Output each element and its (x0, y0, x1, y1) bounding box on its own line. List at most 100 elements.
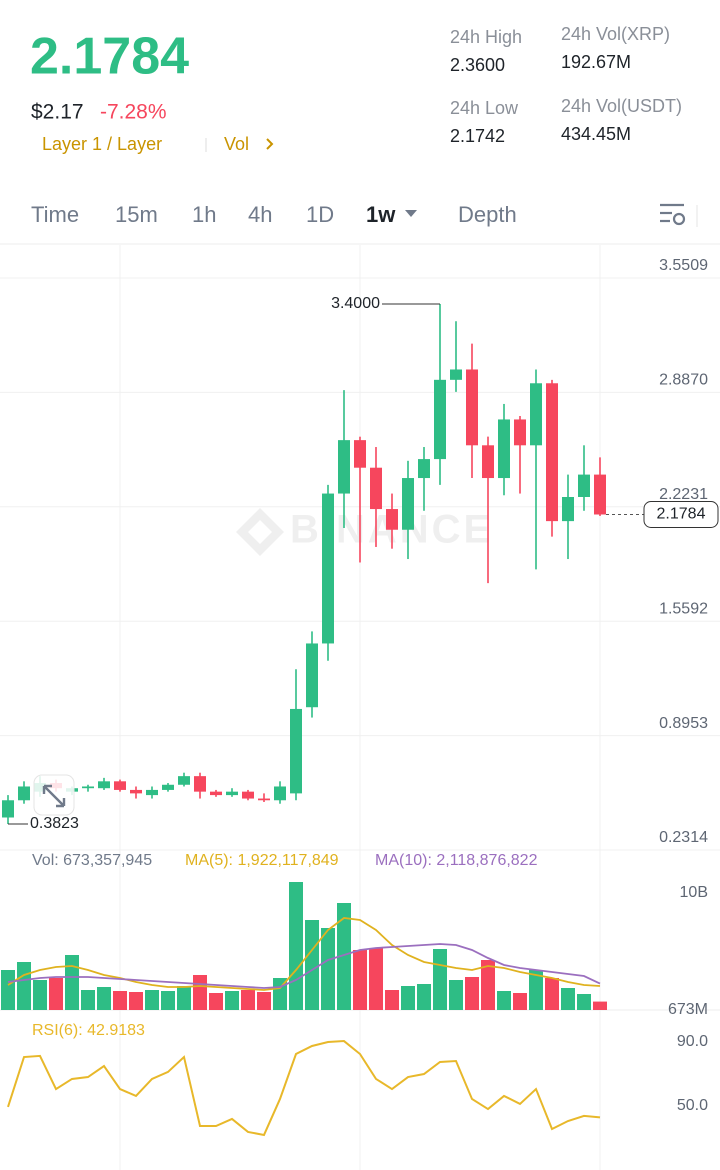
volume-bar (145, 990, 159, 1010)
y-tick-label: 3.5509 (659, 257, 708, 274)
candle-body (194, 776, 206, 792)
volume-bar (257, 992, 271, 1010)
volume-bar (465, 977, 479, 1010)
volume-bar (577, 994, 591, 1010)
candle-body (322, 493, 334, 644)
volume-bar (209, 993, 223, 1010)
volume-bar (113, 991, 127, 1010)
volume-bar (321, 928, 335, 1010)
volume-bar (353, 950, 367, 1010)
volume-bar (433, 949, 447, 1010)
candle-body (514, 419, 526, 446)
volume-bar (225, 991, 239, 1010)
volume-bar (289, 882, 303, 1010)
chevron-icon (266, 138, 274, 150)
candle-body (370, 467, 382, 510)
stat-label: 24h High (450, 27, 522, 47)
expand-icon[interactable] (33, 774, 75, 816)
candle-body (290, 708, 302, 794)
legend-entry: MA(5): 1,922,117,849 (185, 852, 339, 869)
volume-bar (33, 980, 47, 1010)
volume-bar (17, 962, 31, 1010)
legend-entry: Vol: 673,357,945 (32, 852, 152, 869)
stat-value: 2.1742 (450, 126, 505, 146)
tabs: Time 15m 1h 4h 1D 1w Depth (31, 202, 517, 227)
candle-body (242, 791, 254, 799)
candle-body (130, 789, 142, 794)
candle-body (418, 459, 430, 479)
candle-body (354, 440, 366, 468)
y-tick-label: 2.8870 (659, 372, 708, 389)
candle-body (562, 496, 574, 522)
y-tick-label: 50.0 (677, 1097, 708, 1114)
volume-bar (177, 986, 191, 1010)
tab[interactable]: 1h (192, 202, 216, 227)
candle-body (466, 369, 478, 446)
stat-label: 24h Low (450, 98, 519, 118)
volume-bar (593, 1001, 607, 1010)
stat-label: 24h Vol(USDT) (561, 96, 682, 116)
candle-body (178, 776, 190, 785)
y-tick-label: 0.8953 (659, 715, 708, 732)
tab[interactable]: 15m (115, 202, 158, 227)
last-price-label: 2.1784 (657, 506, 706, 523)
stat-value: 192.67M (561, 52, 631, 72)
candle-body (386, 509, 398, 530)
y-tick-label: 90.0 (677, 1033, 708, 1050)
candle-body (578, 474, 590, 497)
settings-icon[interactable] (660, 203, 686, 226)
candle-body (258, 798, 270, 801)
volume-bar (369, 948, 383, 1010)
candle-body (546, 383, 558, 522)
volume-bar (241, 990, 255, 1010)
y-tick-label: 2.2231 (659, 486, 708, 503)
volume-bar (81, 990, 95, 1010)
plot: 0.2314 0.8953 1.5592 2.2231 2.8870 3.5509 3.40… (0, 257, 720, 1137)
volume-bar (481, 960, 495, 1010)
y-tick-label: 1.5592 (659, 600, 708, 617)
candle-body (434, 379, 446, 460)
ma-line (7, 917, 601, 991)
volume-bar (449, 980, 463, 1010)
candle-body (114, 781, 126, 790)
volume-bar (49, 978, 63, 1010)
tab[interactable]: 1D (306, 202, 334, 227)
stat-label: 24h Vol(XRP) (561, 24, 670, 44)
ma-line (7, 943, 601, 989)
volume-bar (193, 975, 207, 1010)
y-tick-label: 0.2314 (659, 829, 708, 846)
tab[interactable]: Time (31, 202, 79, 227)
annotation: 0.3823 (30, 815, 79, 832)
candle-body (274, 786, 286, 801)
stat-value: 2.3600 (450, 55, 505, 75)
tag[interactable]: Vol (224, 134, 249, 154)
volume-bar (1, 970, 15, 1010)
volume-bar (417, 984, 431, 1010)
caret-icon (405, 210, 417, 217)
volume-bar (401, 986, 415, 1010)
stat-value: 434.45M (561, 124, 631, 144)
volume-bar (545, 978, 559, 1010)
tab[interactable]: Depth (458, 202, 517, 227)
candle-body (18, 786, 30, 801)
rsi-line (7, 1040, 601, 1137)
tab[interactable]: 4h (248, 202, 272, 227)
tag[interactable]: Layer 1 / Layer (42, 134, 162, 154)
volume-bar (65, 955, 79, 1010)
candle-body (226, 791, 238, 796)
candle-body (82, 786, 94, 789)
y-tick-label: 673M (668, 1001, 708, 1018)
candle-body (402, 478, 414, 530)
candle-body (338, 440, 350, 494)
annotation: 3.4000 (331, 295, 380, 312)
candle-body (210, 791, 222, 796)
volume-bar (161, 991, 175, 1010)
tab[interactable]: 1w (366, 202, 396, 227)
candle-body (498, 419, 510, 479)
candle-body (162, 784, 174, 790)
last-price: 2.1784 (30, 28, 189, 86)
volume-bar (513, 993, 527, 1010)
candle-body (450, 369, 462, 380)
